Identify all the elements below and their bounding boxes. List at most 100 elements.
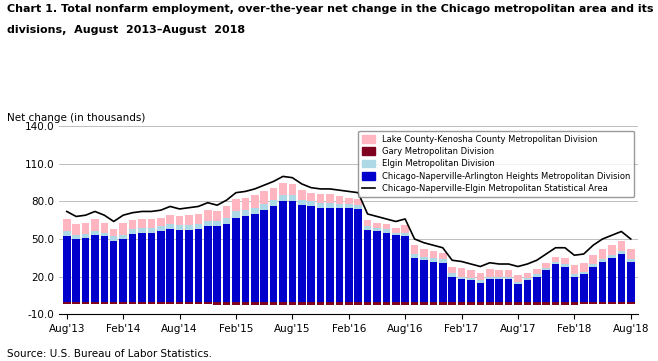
Bar [618, 252, 625, 254]
Bar [157, 218, 164, 226]
Bar [627, 259, 634, 261]
Bar [486, 277, 494, 279]
Bar [618, 254, 625, 301]
Bar [138, 228, 145, 233]
Bar [63, 231, 70, 236]
Bar [129, 229, 136, 234]
Bar [119, 223, 127, 235]
Bar [448, 277, 456, 301]
Bar [401, 301, 409, 305]
Bar [411, 258, 418, 301]
Bar [223, 301, 230, 305]
Bar [326, 203, 334, 208]
Bar [533, 277, 540, 301]
Bar [599, 259, 606, 261]
Bar [495, 301, 503, 305]
Bar [307, 206, 315, 301]
Bar [524, 301, 531, 305]
Bar [495, 277, 503, 279]
Bar [289, 201, 296, 301]
Bar [486, 279, 494, 301]
Bar [166, 224, 174, 229]
Text: Source: U.S. Bureau of Labor Statistics.: Source: U.S. Bureau of Labor Statistics. [7, 349, 212, 359]
Bar [232, 218, 240, 301]
Bar [241, 301, 249, 305]
Bar [467, 301, 474, 305]
Bar [204, 301, 211, 304]
Bar [364, 226, 371, 230]
Bar [261, 301, 268, 305]
Bar [270, 188, 277, 200]
Bar [157, 226, 164, 231]
Legend: Lake County-Kenosha County Metropolitan Division, Gary Metropolitan Division, El: Lake County-Kenosha County Metropolitan … [358, 131, 634, 197]
Bar [91, 235, 99, 301]
Bar [505, 270, 513, 277]
Bar [129, 220, 136, 229]
Bar [147, 219, 155, 228]
Bar [232, 199, 240, 212]
Bar [129, 234, 136, 301]
Bar [119, 301, 127, 304]
Bar [392, 228, 399, 233]
Bar [166, 301, 174, 304]
Bar [458, 277, 465, 279]
Bar [542, 263, 550, 268]
Bar [355, 209, 362, 301]
Bar [63, 301, 70, 304]
Bar [618, 301, 625, 304]
Bar [204, 221, 211, 226]
Bar [195, 229, 202, 301]
Bar [307, 193, 315, 201]
Bar [270, 301, 277, 305]
Bar [570, 265, 578, 274]
Bar [316, 203, 324, 208]
Bar [561, 264, 569, 266]
Bar [420, 301, 428, 305]
Bar [476, 301, 484, 305]
Bar [195, 224, 202, 229]
Bar [279, 183, 287, 195]
Bar [411, 254, 418, 258]
Bar [355, 199, 362, 205]
Bar [157, 231, 164, 301]
Bar [213, 212, 221, 221]
Bar [392, 301, 399, 305]
Bar [430, 261, 437, 301]
Bar [101, 223, 108, 233]
Bar [166, 215, 174, 224]
Bar [552, 257, 559, 261]
Bar [298, 205, 305, 301]
Bar [101, 233, 108, 236]
Bar [533, 301, 540, 305]
Bar [213, 221, 221, 226]
Bar [590, 255, 597, 264]
Bar [185, 225, 193, 230]
Bar [618, 242, 625, 252]
Bar [542, 268, 550, 270]
Bar [345, 204, 353, 208]
Bar [570, 301, 578, 305]
Bar [119, 239, 127, 301]
Bar [110, 301, 118, 304]
Bar [241, 217, 249, 301]
Bar [355, 205, 362, 209]
Bar [542, 270, 550, 301]
Bar [345, 208, 353, 301]
Bar [476, 273, 484, 280]
Bar [590, 266, 597, 301]
Bar [476, 280, 484, 283]
Bar [195, 214, 202, 224]
Bar [542, 301, 550, 305]
Bar [223, 218, 230, 224]
Bar [147, 301, 155, 304]
Bar [251, 208, 259, 214]
Bar [138, 301, 145, 304]
Bar [270, 200, 277, 206]
Bar [552, 301, 559, 305]
Bar [552, 261, 559, 264]
Bar [430, 258, 437, 261]
Bar [138, 219, 145, 228]
Bar [580, 301, 588, 304]
Bar [439, 263, 447, 301]
Bar [223, 224, 230, 301]
